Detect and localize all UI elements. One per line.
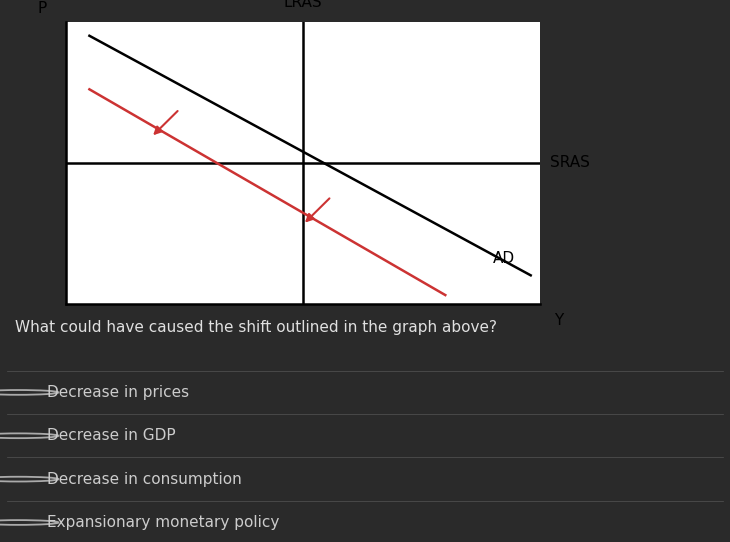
Circle shape (0, 477, 58, 481)
Circle shape (0, 390, 58, 395)
Text: LRAS: LRAS (284, 0, 322, 10)
Text: Decrease in consumption: Decrease in consumption (47, 472, 242, 487)
Text: Y: Y (555, 313, 564, 328)
Circle shape (0, 520, 58, 525)
Text: What could have caused the shift outlined in the graph above?: What could have caused the shift outline… (15, 320, 496, 335)
Text: AD: AD (493, 251, 515, 266)
Text: Decrease in GDP: Decrease in GDP (47, 428, 176, 443)
Text: SRAS: SRAS (550, 155, 590, 170)
Text: Decrease in prices: Decrease in prices (47, 385, 190, 400)
Circle shape (0, 434, 58, 438)
Text: P: P (37, 1, 47, 16)
Text: Expansionary monetary policy: Expansionary monetary policy (47, 515, 280, 530)
